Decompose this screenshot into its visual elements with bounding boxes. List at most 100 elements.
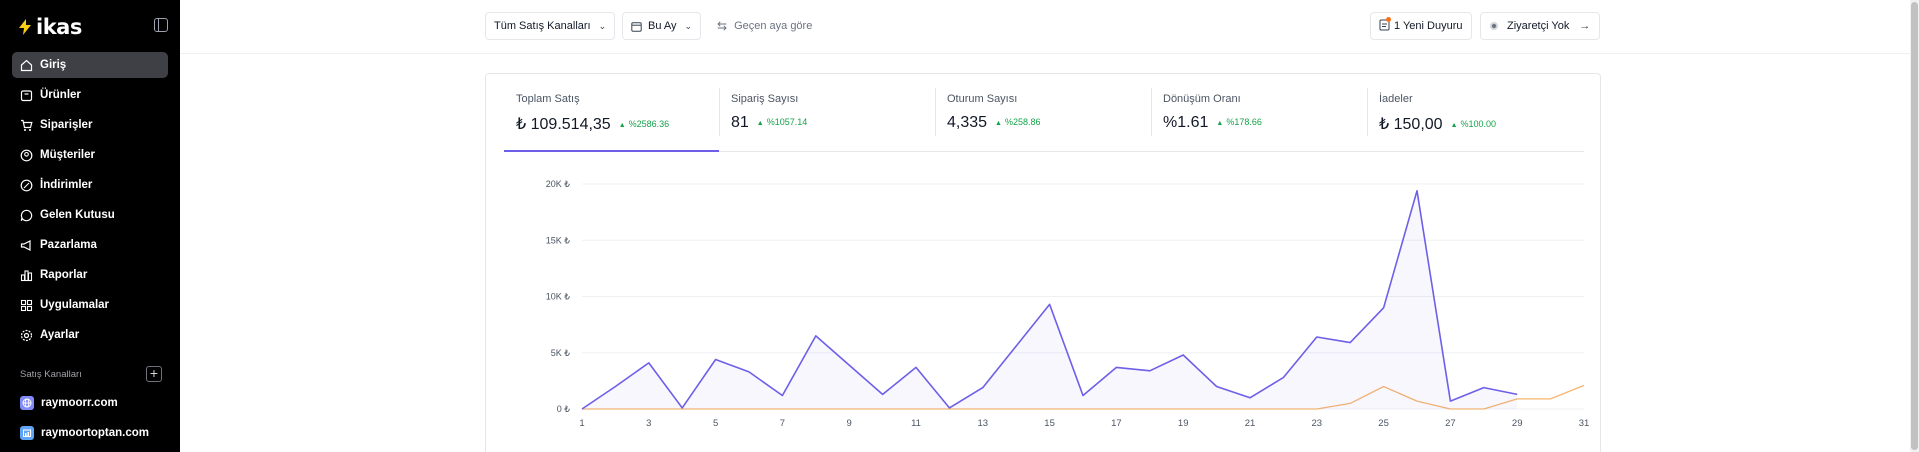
compare-label: Geçen aya göre bbox=[734, 20, 813, 32]
metric-conversion-rate[interactable]: Dönüşüm Oranı %1.61 %178.66 bbox=[1151, 74, 1367, 152]
x-tick-label: 29 bbox=[1512, 418, 1523, 429]
metrics-row: Toplam Satış ₺ 109.514,35 %2586.36 Sipari… bbox=[504, 74, 1584, 152]
x-tick-label: 11 bbox=[911, 418, 921, 429]
sidebar-item-5[interactable]: İndirimler bbox=[12, 172, 168, 198]
metric-value: 4,335 bbox=[947, 114, 988, 131]
metric-delta: %178.66 bbox=[1216, 117, 1261, 127]
sidebar: ikas Giriş Ürünler Siparişler Müşteriler İnd… bbox=[0, 0, 180, 452]
x-tick-label: 25 bbox=[1378, 418, 1389, 429]
sidebar-nav: Giriş Ürünler Siparişler Müşteriler İndiriml… bbox=[12, 52, 168, 352]
date-filter-dropdown[interactable]: Bu Ay ⌄ bbox=[622, 12, 702, 40]
x-tick-label: 31 bbox=[1579, 418, 1590, 429]
x-tick-label: 5 bbox=[713, 418, 718, 429]
sidebar-item-4[interactable]: Müşteriler bbox=[12, 142, 168, 168]
discount-icon bbox=[20, 179, 33, 192]
metric-session-count[interactable]: Oturum Sayısı 4,335 %258.86 bbox=[935, 74, 1151, 152]
sidebar-item-label: Raporlar bbox=[40, 269, 88, 281]
sidebar-item-8[interactable]: Raporlar bbox=[12, 262, 168, 288]
sidebar-item-label: Giriş bbox=[40, 59, 67, 71]
store-icon bbox=[20, 426, 34, 440]
sidebar-item-3[interactable]: Siparişler bbox=[12, 112, 168, 138]
metric-label: Toplam Satış bbox=[516, 93, 580, 105]
metric-value: ₺ 109.514,35 bbox=[516, 116, 611, 133]
sidebar-item-label: Uygulamalar bbox=[40, 299, 110, 311]
sidebar-item-label: Gelen Kutusu bbox=[40, 209, 115, 221]
channel-filter-label: Tüm Satış Kanalları bbox=[494, 20, 591, 32]
x-tick-label: 19 bbox=[1178, 418, 1189, 429]
visitors-label: Ziyaretçi Yok bbox=[1507, 20, 1570, 32]
sales-overview-card: Toplam Satış ₺ 109.514,35 %2586.36 Sipari… bbox=[485, 73, 1601, 452]
sidebar-collapse-icon[interactable] bbox=[154, 18, 168, 32]
metric-label: Oturum Sayısı bbox=[947, 93, 1018, 105]
metric-delta: %2586.36 bbox=[619, 119, 669, 129]
x-tick-label: 17 bbox=[1111, 418, 1122, 429]
sidebar-item-label: Müşteriler bbox=[40, 149, 95, 161]
sidebar-item-1[interactable]: Giriş bbox=[12, 52, 168, 78]
compare-button[interactable]: ⇆ Geçen aya göre bbox=[717, 12, 812, 40]
announcement-icon bbox=[1379, 16, 1391, 34]
date-filter-label: Bu Ay bbox=[648, 20, 677, 32]
x-tick-label: 1 bbox=[579, 418, 584, 429]
x-tick-label: 15 bbox=[1044, 418, 1055, 429]
series-area bbox=[582, 190, 1518, 409]
x-tick-label: 27 bbox=[1445, 418, 1456, 429]
sidebar-item-label: Ürünler bbox=[40, 89, 81, 101]
sidebar-item-label: Ayarlar bbox=[40, 329, 80, 341]
y-tick-label: 5K ₺ bbox=[551, 348, 571, 358]
metric-delta: %100.00 bbox=[1451, 119, 1496, 129]
chart-icon bbox=[20, 269, 33, 282]
user-icon bbox=[20, 149, 33, 162]
visitors-button[interactable]: Ziyaretçi Yok → bbox=[1480, 12, 1601, 40]
chevron-down-icon: ⌄ bbox=[598, 20, 607, 31]
series-line-1 bbox=[581, 190, 1518, 410]
x-tick-label: 13 bbox=[978, 418, 989, 429]
sidebar-item-2[interactable]: Ürünler bbox=[12, 82, 168, 108]
metric-delta: %258.86 bbox=[995, 117, 1040, 127]
metric-label: Dönüşüm Oranı bbox=[1163, 93, 1241, 105]
brand-logo[interactable]: ikas bbox=[18, 15, 82, 39]
sidebar-item-7[interactable]: Pazarlama bbox=[12, 232, 168, 258]
gear-icon bbox=[20, 329, 33, 342]
x-tick-label: 9 bbox=[847, 418, 852, 429]
metric-value: ₺ 150,00 bbox=[1379, 116, 1443, 133]
box-icon bbox=[20, 89, 33, 102]
metric-label: Sipariş Sayısı bbox=[731, 93, 799, 105]
sidebar-item-10[interactable]: Ayarlar bbox=[12, 322, 168, 348]
metric-total-sales[interactable]: Toplam Satış ₺ 109.514,35 %2586.36 bbox=[504, 74, 719, 152]
series-line-2 bbox=[582, 384, 1585, 410]
apps-icon bbox=[20, 299, 33, 312]
scrollbar-thumb[interactable] bbox=[1911, 2, 1918, 450]
channel-label: raymoortoptan.com bbox=[41, 427, 149, 439]
channel-filter-dropdown[interactable]: Tüm Satış Kanalları ⌄ bbox=[485, 12, 616, 40]
announcement-label: 1 Yeni Duyuru bbox=[1394, 20, 1463, 32]
metric-label: İadeler bbox=[1379, 93, 1413, 105]
sales-line-chart: 0 ₺5K ₺10K ₺15K ₺20K ₺1 3 5 7 9 11 13 15 17 19 21 2… bbox=[546, 179, 1590, 429]
channel-item-raymoortoptan[interactable]: raymoortoptan.com bbox=[20, 426, 149, 440]
home-icon bbox=[20, 59, 33, 72]
x-tick-label: 21 bbox=[1245, 418, 1256, 429]
channels-title: Satış Kanalları bbox=[20, 369, 82, 380]
metric-returns[interactable]: İadeler ₺ 150,00 %100.00 bbox=[1367, 74, 1583, 152]
status-dot-icon bbox=[1490, 22, 1498, 30]
metric-delta: %1057.14 bbox=[757, 117, 807, 127]
x-tick-label: 3 bbox=[646, 418, 651, 429]
cart-icon bbox=[20, 119, 33, 132]
channel-item-raymoorr[interactable]: raymoorr.com bbox=[20, 396, 118, 410]
y-tick-label: 20K ₺ bbox=[546, 179, 571, 189]
sidebar-item-6[interactable]: Gelen Kutusu bbox=[12, 202, 168, 228]
metric-value: 81 bbox=[731, 114, 749, 131]
metric-order-count[interactable]: Sipariş Sayısı 81 %1057.14 bbox=[719, 74, 935, 152]
brand-name: ikas bbox=[36, 15, 82, 39]
announcement-button[interactable]: 1 Yeni Duyuru bbox=[1370, 12, 1472, 40]
x-tick-label: 7 bbox=[780, 418, 785, 429]
chat-icon bbox=[20, 209, 33, 222]
add-channel-button[interactable]: + bbox=[146, 366, 162, 382]
sidebar-item-label: Pazarlama bbox=[40, 239, 97, 251]
page-scrollbar[interactable] bbox=[1910, 0, 1919, 452]
sidebar-item-9[interactable]: Uygulamalar bbox=[12, 292, 168, 318]
swap-icon: ⇆ bbox=[717, 19, 728, 33]
bolt-icon bbox=[19, 19, 31, 35]
sidebar-item-label: İndirimler bbox=[40, 179, 93, 191]
arrow-right-icon: → bbox=[1579, 20, 1591, 32]
